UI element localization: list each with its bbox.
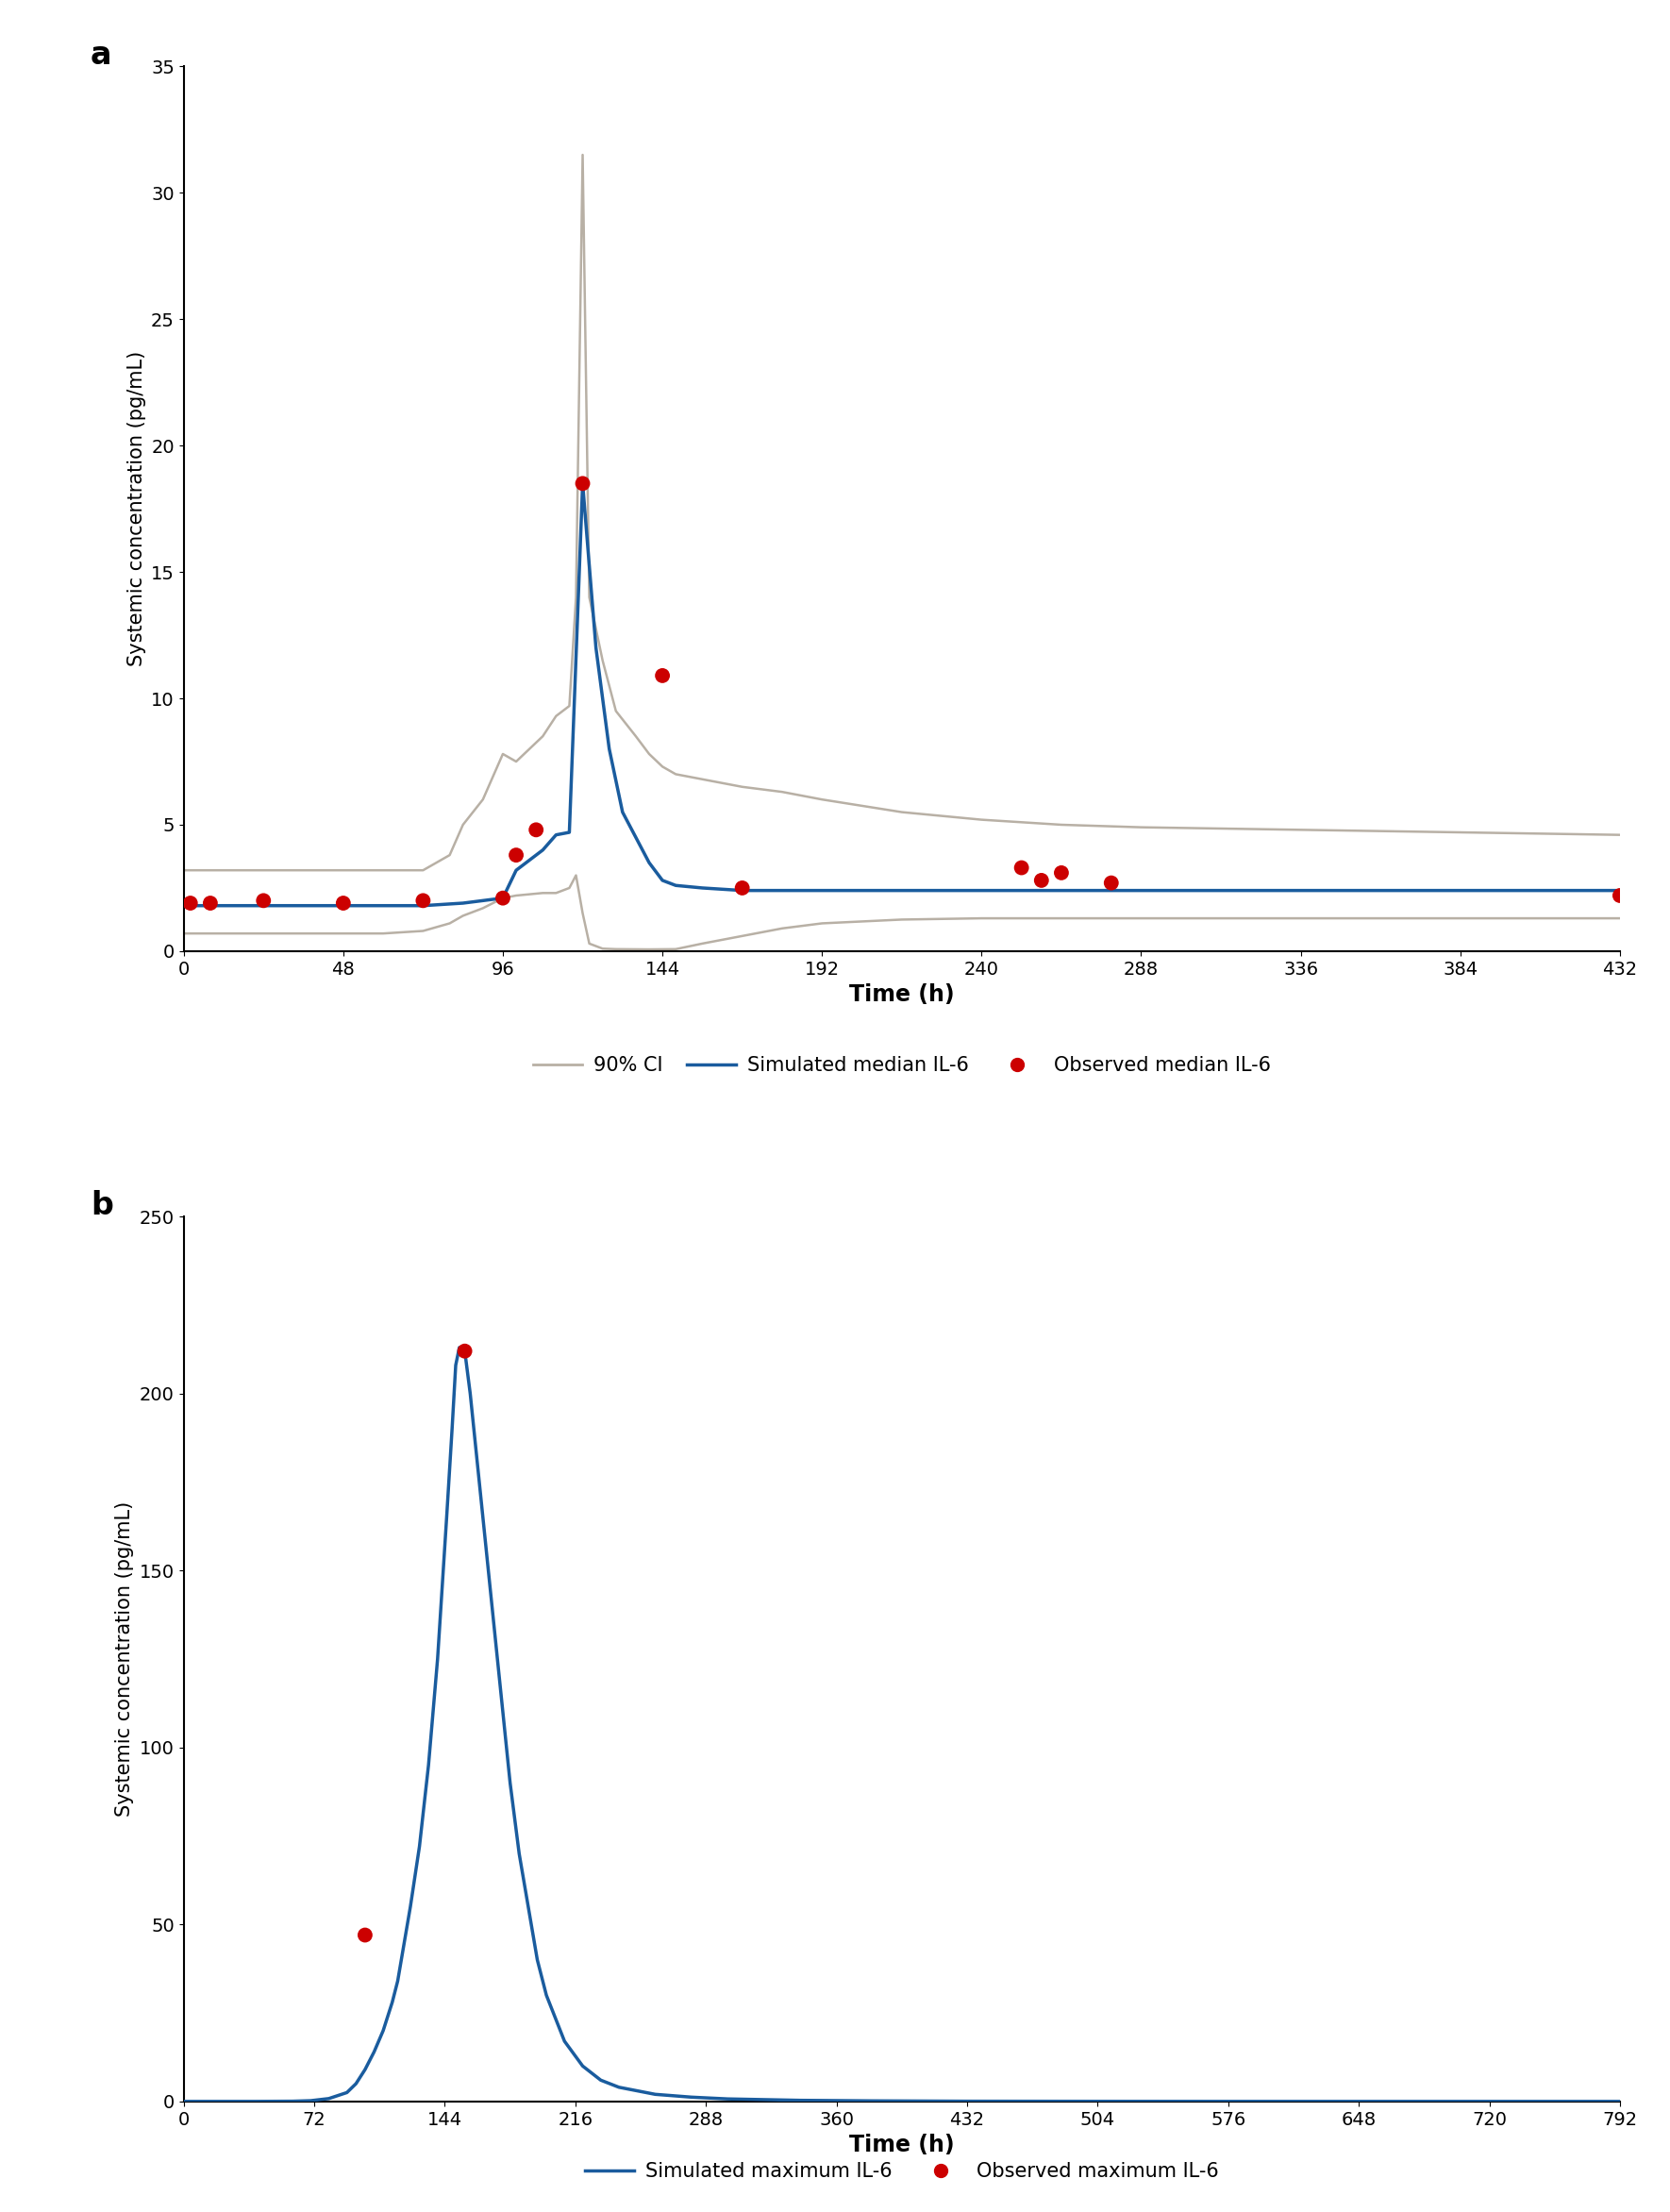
X-axis label: Time (h): Time (h) (848, 984, 955, 1006)
Point (1009, 849, 1035, 885)
Point (331, 885, 357, 920)
Text: a: a (90, 40, 112, 71)
Point (1049, 856, 1075, 891)
Point (1607, 878, 1633, 914)
Legend: 90% CI, Simulated median IL-6, Observed median IL-6: 90% CI, Simulated median IL-6, Observed … (524, 1048, 1279, 1084)
Legend: Simulated maximum IL-6, Observed maximum IL-6: Simulated maximum IL-6, Observed maximum… (576, 2154, 1227, 2190)
Point (177, 885, 204, 920)
Point (409, 883, 436, 918)
Point (197, 885, 224, 920)
Point (728, 869, 755, 905)
Point (250, 883, 277, 918)
Point (352, 1918, 379, 1953)
X-axis label: Time (h): Time (h) (848, 2135, 955, 2157)
Point (489, 880, 516, 916)
Point (650, 657, 676, 692)
Point (569, 467, 596, 502)
Text: b: b (90, 1190, 114, 1221)
Point (1029, 863, 1055, 898)
Point (1097, 865, 1124, 900)
Point (451, 1334, 478, 1369)
Point (503, 838, 529, 874)
Point (523, 812, 549, 847)
Y-axis label: Systemic concentration (pg/mL): Systemic concentration (pg/mL) (115, 1502, 134, 1816)
Y-axis label: Systemic concentration (pg/mL): Systemic concentration (pg/mL) (127, 352, 145, 666)
